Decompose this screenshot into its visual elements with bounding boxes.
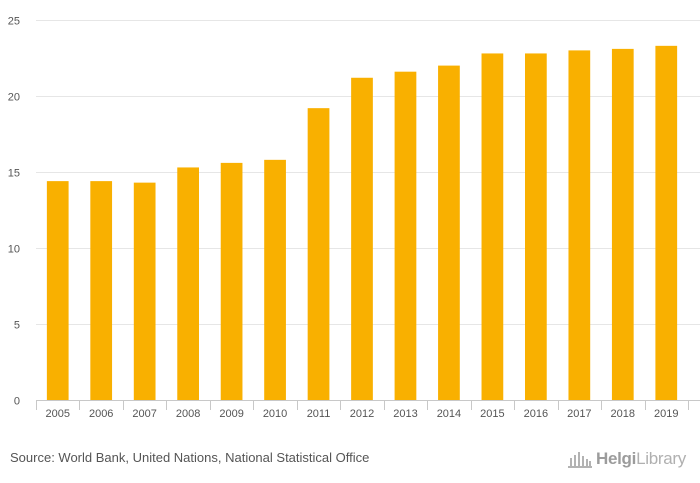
x-tick-label: 2009 [219, 408, 243, 420]
bar [177, 167, 199, 400]
x-axis [36, 400, 700, 410]
bar [46, 181, 69, 400]
bar [90, 181, 113, 400]
library-building-icon [567, 449, 593, 469]
x-tick-label: 2016 [524, 408, 548, 420]
x-tick-label: 2010 [263, 408, 287, 420]
x-tick-label: 2007 [132, 408, 156, 420]
logo-text: HelgiLibrary [596, 449, 686, 469]
bar [525, 53, 547, 400]
x-tick-label: 2015 [480, 408, 504, 420]
x-tick-label: 2019 [654, 408, 678, 420]
bar [611, 48, 634, 400]
bar [307, 108, 330, 400]
x-tick-label: 2011 [307, 408, 331, 420]
x-tick-label: 2014 [437, 408, 461, 420]
y-tick-label: 20 [8, 92, 20, 104]
x-tick-label: 2017 [567, 408, 591, 420]
bar [351, 77, 373, 400]
x-tick-label: 2006 [89, 408, 113, 420]
bar [655, 45, 678, 401]
helgi-library-logo: HelgiLibrary [567, 448, 686, 470]
bar [568, 50, 591, 401]
source-note: Source: World Bank, United Nations, Nati… [10, 450, 370, 465]
y-axis-labels: 0 5 10 15 20 25 [8, 16, 20, 408]
bar [133, 182, 156, 400]
bars [46, 45, 678, 401]
y-tick-label: 25 [8, 16, 20, 28]
x-tick-label: 2012 [350, 408, 374, 420]
bar [264, 159, 286, 400]
bar [220, 162, 243, 400]
x-tick-label: 2008 [176, 408, 200, 420]
x-tick-label: 2013 [393, 408, 417, 420]
x-tick-label: 2005 [45, 408, 69, 420]
bar [438, 65, 460, 400]
y-tick-label: 15 [8, 168, 20, 180]
y-tick-label: 5 [14, 320, 20, 332]
y-tick-label: 0 [14, 396, 20, 408]
bar [394, 71, 417, 401]
logo-brand: Helgi [596, 449, 637, 468]
logo-suffix: Library [636, 449, 686, 468]
x-axis-labels: 2005 2006 2007 2008 2009 2010 2011 2012 2013 2014… [45, 408, 678, 420]
x-tick-label: 2018 [611, 408, 635, 420]
y-tick-label: 10 [8, 244, 20, 256]
bar [481, 53, 504, 400]
